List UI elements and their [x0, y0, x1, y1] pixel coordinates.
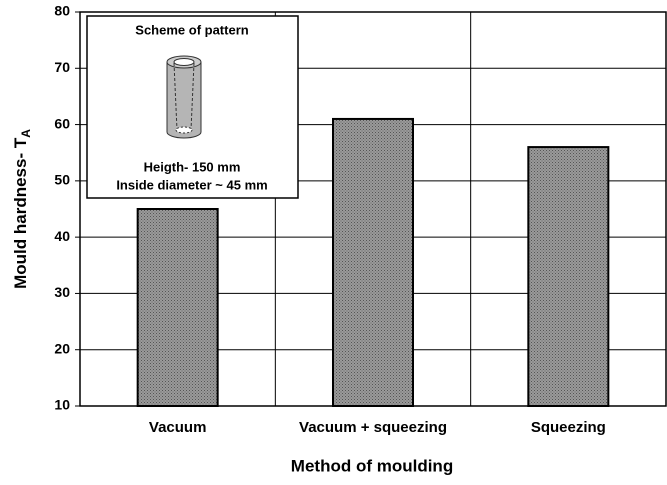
y-axis-label-subscript: A: [19, 129, 33, 138]
bar: [527, 146, 610, 407]
cylinder-icon: [166, 55, 202, 139]
y-axis-label: Mould hardness- TA: [11, 129, 33, 289]
y-tick-label: 20: [54, 340, 70, 356]
inset-line: Inside diameter ~ 45 mm: [116, 177, 267, 192]
plot-area: 10 20 30 40 50 60 70 80 Vacuum Vacuum + squeezing…: [54, 3, 667, 436]
y-tick-label: 70: [54, 59, 70, 75]
x-axis-label: Method of moulding: [291, 456, 453, 475]
y-tick-label: 10: [54, 397, 70, 413]
y-axis-label-text: Mould hardness- T: [11, 137, 30, 289]
inset-title: Scheme of pattern: [135, 22, 248, 37]
bar: [332, 117, 414, 407]
y-tick-label: 60: [54, 115, 70, 131]
x-tick-label: Vacuum: [149, 419, 207, 436]
y-tick-label: 50: [54, 172, 70, 188]
x-tick-label: Vacuum + squeezing: [299, 419, 447, 436]
inset-line: Heigth- 150 mm: [144, 159, 241, 174]
inset: Scheme of pattern Heigth- 150 mm Inside …: [86, 15, 299, 199]
y-tick-label: 80: [54, 3, 70, 19]
x-tick-label: Squeezing: [531, 419, 606, 436]
y-tick-label: 40: [54, 228, 70, 244]
bar: [136, 208, 219, 407]
y-tick-label: 30: [54, 284, 70, 300]
